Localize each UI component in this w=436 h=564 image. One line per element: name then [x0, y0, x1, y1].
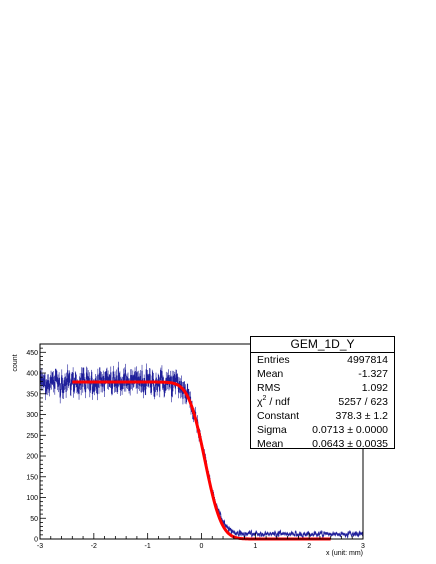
stats-row-fit-mean: Mean 0.0643 ± 0.0035 — [251, 437, 394, 451]
stats-label: Mean — [257, 368, 284, 380]
x-tick-label: 0 — [200, 543, 204, 550]
stats-box: GEM_1D_Y Entries 4997814 Mean -1.327 RMS… — [250, 336, 395, 451]
stats-value: 1.092 — [361, 382, 388, 394]
stats-value: 378.3 ± 1.2 — [335, 410, 388, 422]
x-axis-label: x (unit: mm) — [326, 550, 363, 557]
y-tick-label: 400 — [26, 371, 38, 378]
y-axis: 0 50 100 150 200 250 300 350 400 450 — [26, 343, 46, 544]
x-tick-label: 2 — [307, 543, 311, 550]
x-axis: -3 -2 -1 0 1 2 3 — [37, 533, 365, 550]
y-tick-label: 0 — [34, 537, 38, 544]
stats-row-rms: RMS 1.092 — [251, 381, 394, 395]
x-tick-label: 3 — [361, 543, 365, 550]
stats-row-entries: Entries 4997814 — [251, 353, 394, 367]
x-tick-label: 1 — [253, 543, 257, 550]
stats-label: Entries — [257, 354, 290, 366]
y-tick-label: 100 — [26, 495, 38, 502]
y-tick-label: 150 — [26, 474, 38, 481]
stats-value: 0.0713 ± 0.0000 — [312, 424, 388, 436]
stats-title: GEM_1D_Y — [251, 337, 394, 353]
stats-label: χ2 / ndf — [257, 395, 290, 408]
stats-row-mean: Mean -1.327 — [251, 367, 394, 381]
stats-value: 0.0643 ± 0.0035 — [312, 438, 388, 450]
y-axis-label: count — [12, 354, 19, 371]
stats-label: Mean — [257, 438, 284, 450]
y-tick-label: 250 — [26, 433, 38, 440]
stats-row-sigma: Sigma 0.0713 ± 0.0000 — [251, 423, 394, 437]
y-tick-label: 200 — [26, 454, 38, 461]
stats-value: -1.327 — [358, 368, 388, 380]
x-tick-label: -1 — [145, 543, 151, 550]
stats-row-chi2: χ2 / ndf 5257 / 623 — [251, 395, 394, 409]
stats-label: Sigma — [257, 424, 287, 436]
y-tick-label: 450 — [26, 350, 38, 357]
y-tick-label: 350 — [26, 391, 38, 398]
stats-row-constant: Constant 378.3 ± 1.2 — [251, 409, 394, 423]
x-tick-label: -3 — [37, 543, 43, 550]
stats-value: 4997814 — [347, 354, 388, 366]
y-tick-label: 300 — [26, 412, 38, 419]
stats-label: Constant — [257, 410, 300, 422]
y-tick-label: 50 — [30, 516, 38, 523]
stats-label: RMS — [257, 382, 281, 394]
stats-value: 5257 / 623 — [338, 396, 388, 408]
x-tick-label: -2 — [91, 543, 97, 550]
